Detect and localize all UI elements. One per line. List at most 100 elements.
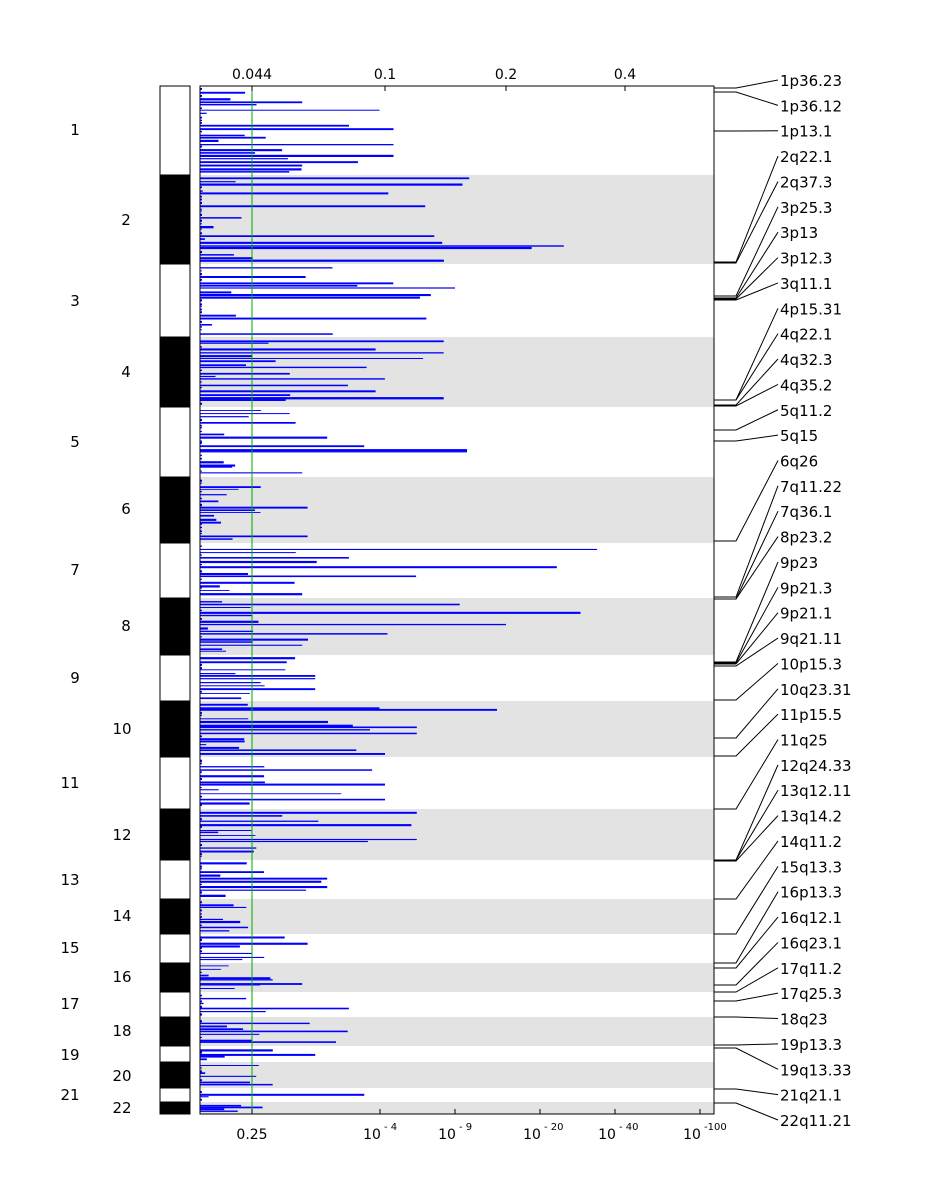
cytoband-label: 6q26 — [780, 452, 818, 470]
bar — [200, 430, 202, 432]
bar — [200, 798, 385, 801]
bar — [200, 850, 254, 853]
chromosome-label: 20 — [112, 1067, 131, 1085]
chromosome-label: 3 — [70, 292, 80, 310]
top-axis: 0.044 0.1 0.2 0.4 — [232, 67, 636, 91]
bar — [200, 121, 202, 124]
bar — [200, 548, 598, 550]
cytoband-label: 10q23.31 — [780, 681, 852, 699]
bar — [200, 830, 252, 831]
bar — [200, 270, 202, 272]
bar — [200, 648, 223, 650]
bar — [200, 1110, 238, 1112]
bar — [200, 627, 208, 630]
chromosome-band-shade — [200, 899, 714, 934]
bar — [200, 593, 303, 596]
bar — [200, 223, 202, 225]
cytoband-leader — [714, 282, 779, 301]
bar — [200, 691, 202, 693]
cytoband-label: 16q12.1 — [780, 909, 842, 927]
bar — [200, 1083, 273, 1086]
cytoband-leader — [714, 992, 779, 1002]
ideogram-segment-2 — [159, 174, 191, 265]
cytoband-label: 9p21.3 — [780, 579, 832, 597]
bar — [200, 390, 376, 393]
bar — [200, 91, 246, 94]
cytoband-leader — [714, 891, 779, 964]
cytoband-label: 17q11.2 — [780, 960, 842, 978]
bar — [200, 663, 202, 666]
bar — [200, 771, 202, 773]
bar — [200, 523, 202, 525]
chromosome-label: 19 — [60, 1046, 79, 1064]
bar — [200, 461, 224, 464]
cytoband-label: 4q32.3 — [780, 351, 832, 369]
bar — [200, 855, 202, 857]
cytoband-label: 4q35.2 — [780, 376, 832, 394]
cytoband-leader — [714, 967, 779, 993]
bar — [200, 1051, 202, 1054]
cytoband-label: 1p13.1 — [780, 123, 832, 141]
chromosome-label: 6 — [121, 500, 131, 518]
cytoband-leader — [714, 663, 779, 701]
bar — [200, 168, 302, 171]
cytoband-leader — [714, 840, 779, 900]
bar — [200, 1025, 227, 1028]
cytoband-label: 10p15.3 — [780, 655, 842, 673]
bar — [200, 862, 247, 865]
chromosome-label: 18 — [112, 1022, 131, 1040]
bottom-tick-exponent: - 20 — [544, 1122, 564, 1133]
top-tick-label: 0.2 — [495, 67, 517, 83]
bar — [200, 294, 431, 297]
bar — [200, 514, 215, 517]
ideogram-segment-8 — [159, 597, 191, 656]
chromosome-label: 21 — [60, 1086, 79, 1104]
bar — [200, 287, 455, 289]
bar — [200, 778, 202, 780]
bar — [200, 601, 223, 603]
bar — [200, 781, 265, 784]
bar — [200, 762, 202, 765]
bar — [200, 994, 202, 997]
bar — [200, 333, 333, 335]
chromosome-band-shade — [200, 1102, 714, 1114]
bar-layer — [200, 88, 598, 1112]
chromosome-label: 13 — [60, 871, 79, 889]
bottom-tick-label: 10 — [438, 1127, 456, 1143]
bar — [200, 1058, 207, 1061]
bar — [200, 844, 202, 846]
ideogram-segment-5 — [159, 406, 191, 478]
bar — [200, 720, 328, 724]
bar — [200, 158, 288, 160]
cytoband-labels: 1p36.23 1p36.12 1p13.1 2q22.1 2q37.3 3p25.3 3p… — [714, 72, 852, 1130]
bar — [200, 726, 417, 729]
bar — [200, 802, 250, 805]
bar — [200, 552, 296, 554]
bar — [200, 500, 219, 503]
bar — [200, 210, 202, 212]
bar — [200, 457, 202, 460]
bar — [200, 454, 202, 456]
bar — [200, 746, 240, 749]
bar — [200, 366, 367, 369]
bar — [200, 824, 412, 827]
bar — [200, 1039, 253, 1042]
bar — [200, 394, 291, 396]
cytoband-leader — [714, 739, 779, 810]
cytoband-label: 16p13.3 — [780, 884, 842, 902]
bar — [200, 95, 202, 97]
bar — [200, 804, 202, 806]
bar — [200, 128, 394, 131]
cytoband-label: 7q36.1 — [780, 503, 832, 521]
chromosome-label: 7 — [70, 561, 80, 579]
chromosome-label: 16 — [112, 968, 131, 986]
bar — [200, 636, 202, 638]
ideogram-segment-17 — [159, 991, 191, 1018]
bar — [200, 161, 358, 164]
bar — [200, 968, 221, 970]
bar — [200, 877, 328, 880]
plot-frame — [199, 85, 715, 1115]
cytoband-leader — [714, 789, 779, 861]
bar — [200, 744, 207, 746]
bar — [200, 718, 249, 720]
